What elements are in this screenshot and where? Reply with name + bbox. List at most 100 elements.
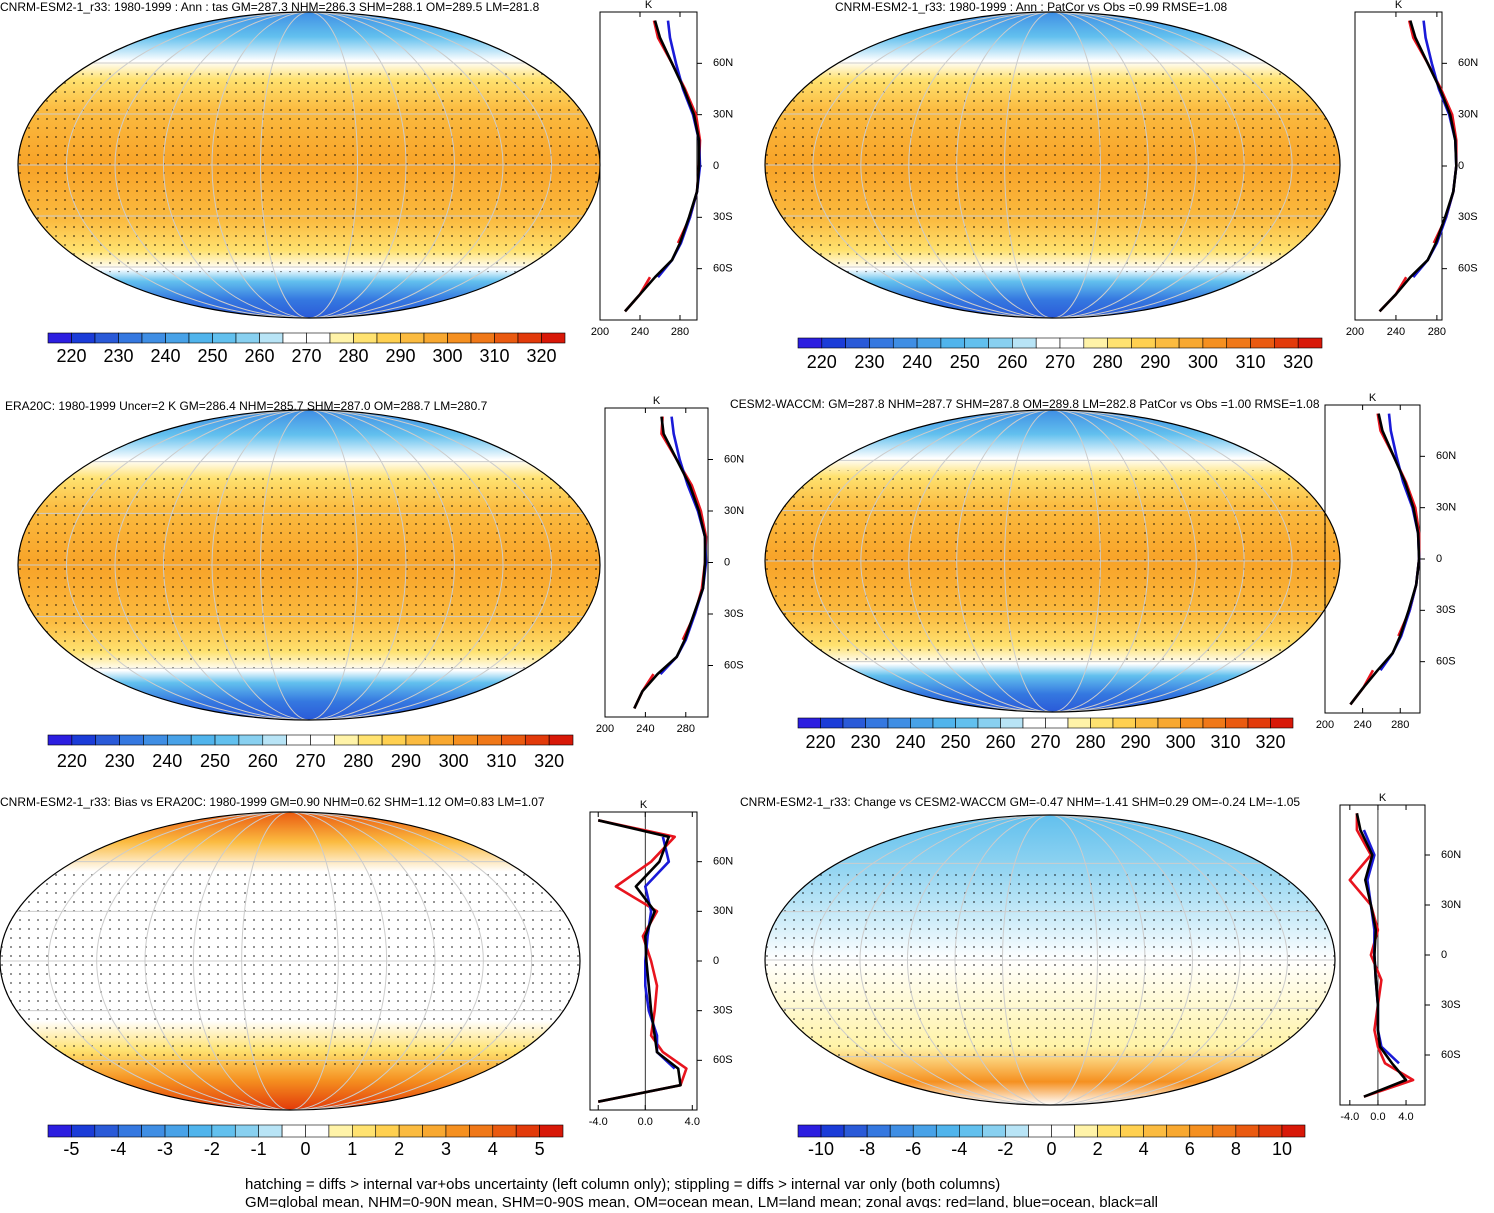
- map: [0, 812, 580, 1110]
- colorbar-label: 310: [1236, 352, 1266, 372]
- y-tick-label: 60S: [1458, 263, 1478, 275]
- colorbar-box: [842, 717, 866, 729]
- x-tick-label: 4.0: [1398, 1111, 1413, 1123]
- colorbar-box: [165, 332, 190, 344]
- colorbar-label: 290: [1120, 732, 1150, 752]
- graticule: [1004, 12, 1101, 318]
- colorbar-box: [286, 734, 311, 746]
- profile-line: [1378, 20, 1458, 313]
- colorbar-box: [328, 1124, 353, 1138]
- graticule: [47, 812, 533, 1110]
- colorbar-box: [1235, 1124, 1260, 1138]
- colorbar-box: [1131, 337, 1156, 349]
- y-tick-label: 60S: [724, 659, 744, 671]
- colorbar-label: 300: [439, 751, 469, 771]
- colorbar-label: 320: [1255, 732, 1285, 752]
- colorbar-box: [1202, 337, 1228, 349]
- colorbar-label: 280: [343, 751, 373, 771]
- graticule: [144, 812, 436, 1110]
- colorbar-box: [912, 1124, 937, 1138]
- colorbar-label: 290: [1140, 352, 1170, 372]
- colorbar-box: [375, 1124, 400, 1138]
- graticule: [163, 12, 455, 318]
- map-outline: [764, 814, 1336, 1106]
- colorbar-label: 250: [940, 732, 970, 752]
- graticule: [66, 410, 552, 720]
- x-tick-label: 200: [1316, 719, 1334, 731]
- profile-line: [1355, 813, 1408, 1098]
- colorbar-box: [306, 332, 331, 344]
- colorbar-box: [1247, 717, 1271, 729]
- colorbar-box: [1035, 337, 1061, 349]
- colorbar-box: [892, 337, 918, 349]
- colorbar-label: 270: [291, 346, 321, 366]
- colorbar-box: [1297, 337, 1323, 349]
- colorbar-box: [845, 337, 870, 349]
- colorbar-box: [1045, 717, 1069, 729]
- panel-title: CNRM-ESM2-1_r33: Bias vs ERA20C: 1980-19…: [0, 795, 545, 809]
- colorbar-box: [453, 734, 478, 746]
- graticule: [956, 12, 1149, 318]
- colorbar-box: [1225, 717, 1249, 729]
- x-tick-label: 240: [636, 723, 654, 735]
- colorbar-label: 300: [432, 346, 462, 366]
- colorbar-label: 220: [807, 352, 837, 372]
- colorbar-box: [865, 717, 889, 729]
- colorbar-box: [1005, 1124, 1029, 1138]
- x-tick-label: 240: [1387, 326, 1405, 338]
- colorbar-box: [188, 1124, 213, 1138]
- colorbar-label: 220: [57, 751, 87, 771]
- colorbar-label: 300: [1165, 732, 1195, 752]
- graticule: [907, 815, 1193, 1105]
- profile-line: [624, 20, 702, 313]
- colorbar-label: 310: [479, 346, 509, 366]
- y-tick-label: 0: [713, 160, 719, 172]
- colorbar-box: [188, 332, 213, 344]
- x-tick-label: 280: [1391, 719, 1409, 731]
- graticule: [211, 410, 407, 720]
- map: [765, 815, 1335, 1105]
- colorbar-label: 260: [248, 751, 278, 771]
- colorbar-label: -6: [905, 1139, 921, 1159]
- colorbar-box: [887, 717, 911, 729]
- colorbar-box: [470, 332, 495, 344]
- profile-line: [633, 416, 707, 709]
- colorbar-box: [1157, 717, 1181, 729]
- colorbar-label: 320: [526, 346, 556, 366]
- colorbar-label: 270: [295, 751, 325, 771]
- graticule: [1004, 410, 1101, 712]
- colorbar-label: 2: [1093, 1139, 1103, 1159]
- colorbar-label: 0: [300, 1139, 310, 1159]
- colorbar-box: [211, 1124, 236, 1138]
- colorbar-label: 260: [244, 346, 274, 366]
- colorbar-box: [494, 332, 519, 344]
- colorbar-box: [429, 734, 454, 746]
- profile-xlabel: K: [645, 0, 653, 11]
- y-tick-label: 60S: [713, 1054, 733, 1066]
- colorbar-box: [259, 332, 284, 344]
- graticule: [860, 410, 1245, 712]
- colorbar-label: 1: [347, 1139, 357, 1159]
- y-tick-label: 30S: [1458, 211, 1478, 223]
- colorbar-box: [1180, 717, 1204, 729]
- colorbar-label: 250: [950, 352, 980, 372]
- y-tick-label: 60N: [713, 856, 733, 868]
- colorbar-box: [869, 337, 894, 349]
- profile-line: [597, 819, 688, 1103]
- colorbar-label: 8: [1231, 1139, 1241, 1159]
- y-tick-label: 30N: [1436, 502, 1456, 514]
- colorbar-box: [422, 1124, 447, 1138]
- panel-title: CNRM-ESM2-1_r33: Change vs CESM2-WACCM G…: [740, 795, 1300, 809]
- colorbar-label: 260: [985, 732, 1015, 752]
- colorbar-box: [1022, 717, 1046, 729]
- y-tick-label: 30N: [1458, 109, 1478, 121]
- graticule: [211, 12, 407, 318]
- y-tick-label: 30N: [724, 505, 744, 517]
- colorbar-box: [539, 1124, 564, 1138]
- colorbar-box: [477, 734, 502, 746]
- colorbar-box: [889, 1124, 914, 1138]
- colorbar-label: 250: [197, 346, 227, 366]
- panel-title: CESM2-WACCM: GM=287.8 NHM=287.7 SHM=287.…: [730, 397, 1320, 411]
- colorbar-box: [1097, 1124, 1121, 1138]
